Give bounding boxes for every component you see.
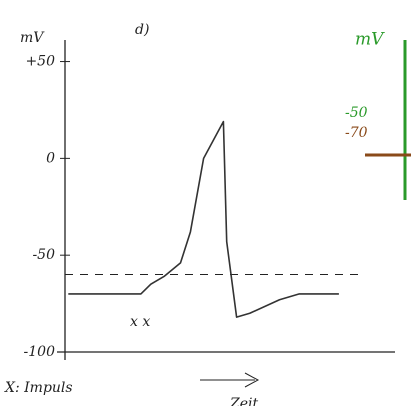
inset-label: -70 <box>345 125 368 141</box>
inset-label: -50 <box>345 105 368 121</box>
inset-y-label: mV <box>355 30 385 50</box>
panel-label: d) <box>135 22 149 38</box>
y-axis-label: mV <box>20 30 45 46</box>
y-tick-label: -100 <box>24 344 56 360</box>
y-tick-label: 0 <box>46 150 55 166</box>
impulse-note: X: Impuls <box>4 380 73 396</box>
series-line <box>68 120 339 318</box>
impulse-markers: x x <box>130 314 150 330</box>
y-tick-label: -50 <box>32 247 55 263</box>
y-tick-label: +50 <box>25 54 55 70</box>
x-axis-label: Zeit <box>229 396 258 406</box>
time-arrow <box>200 372 260 388</box>
